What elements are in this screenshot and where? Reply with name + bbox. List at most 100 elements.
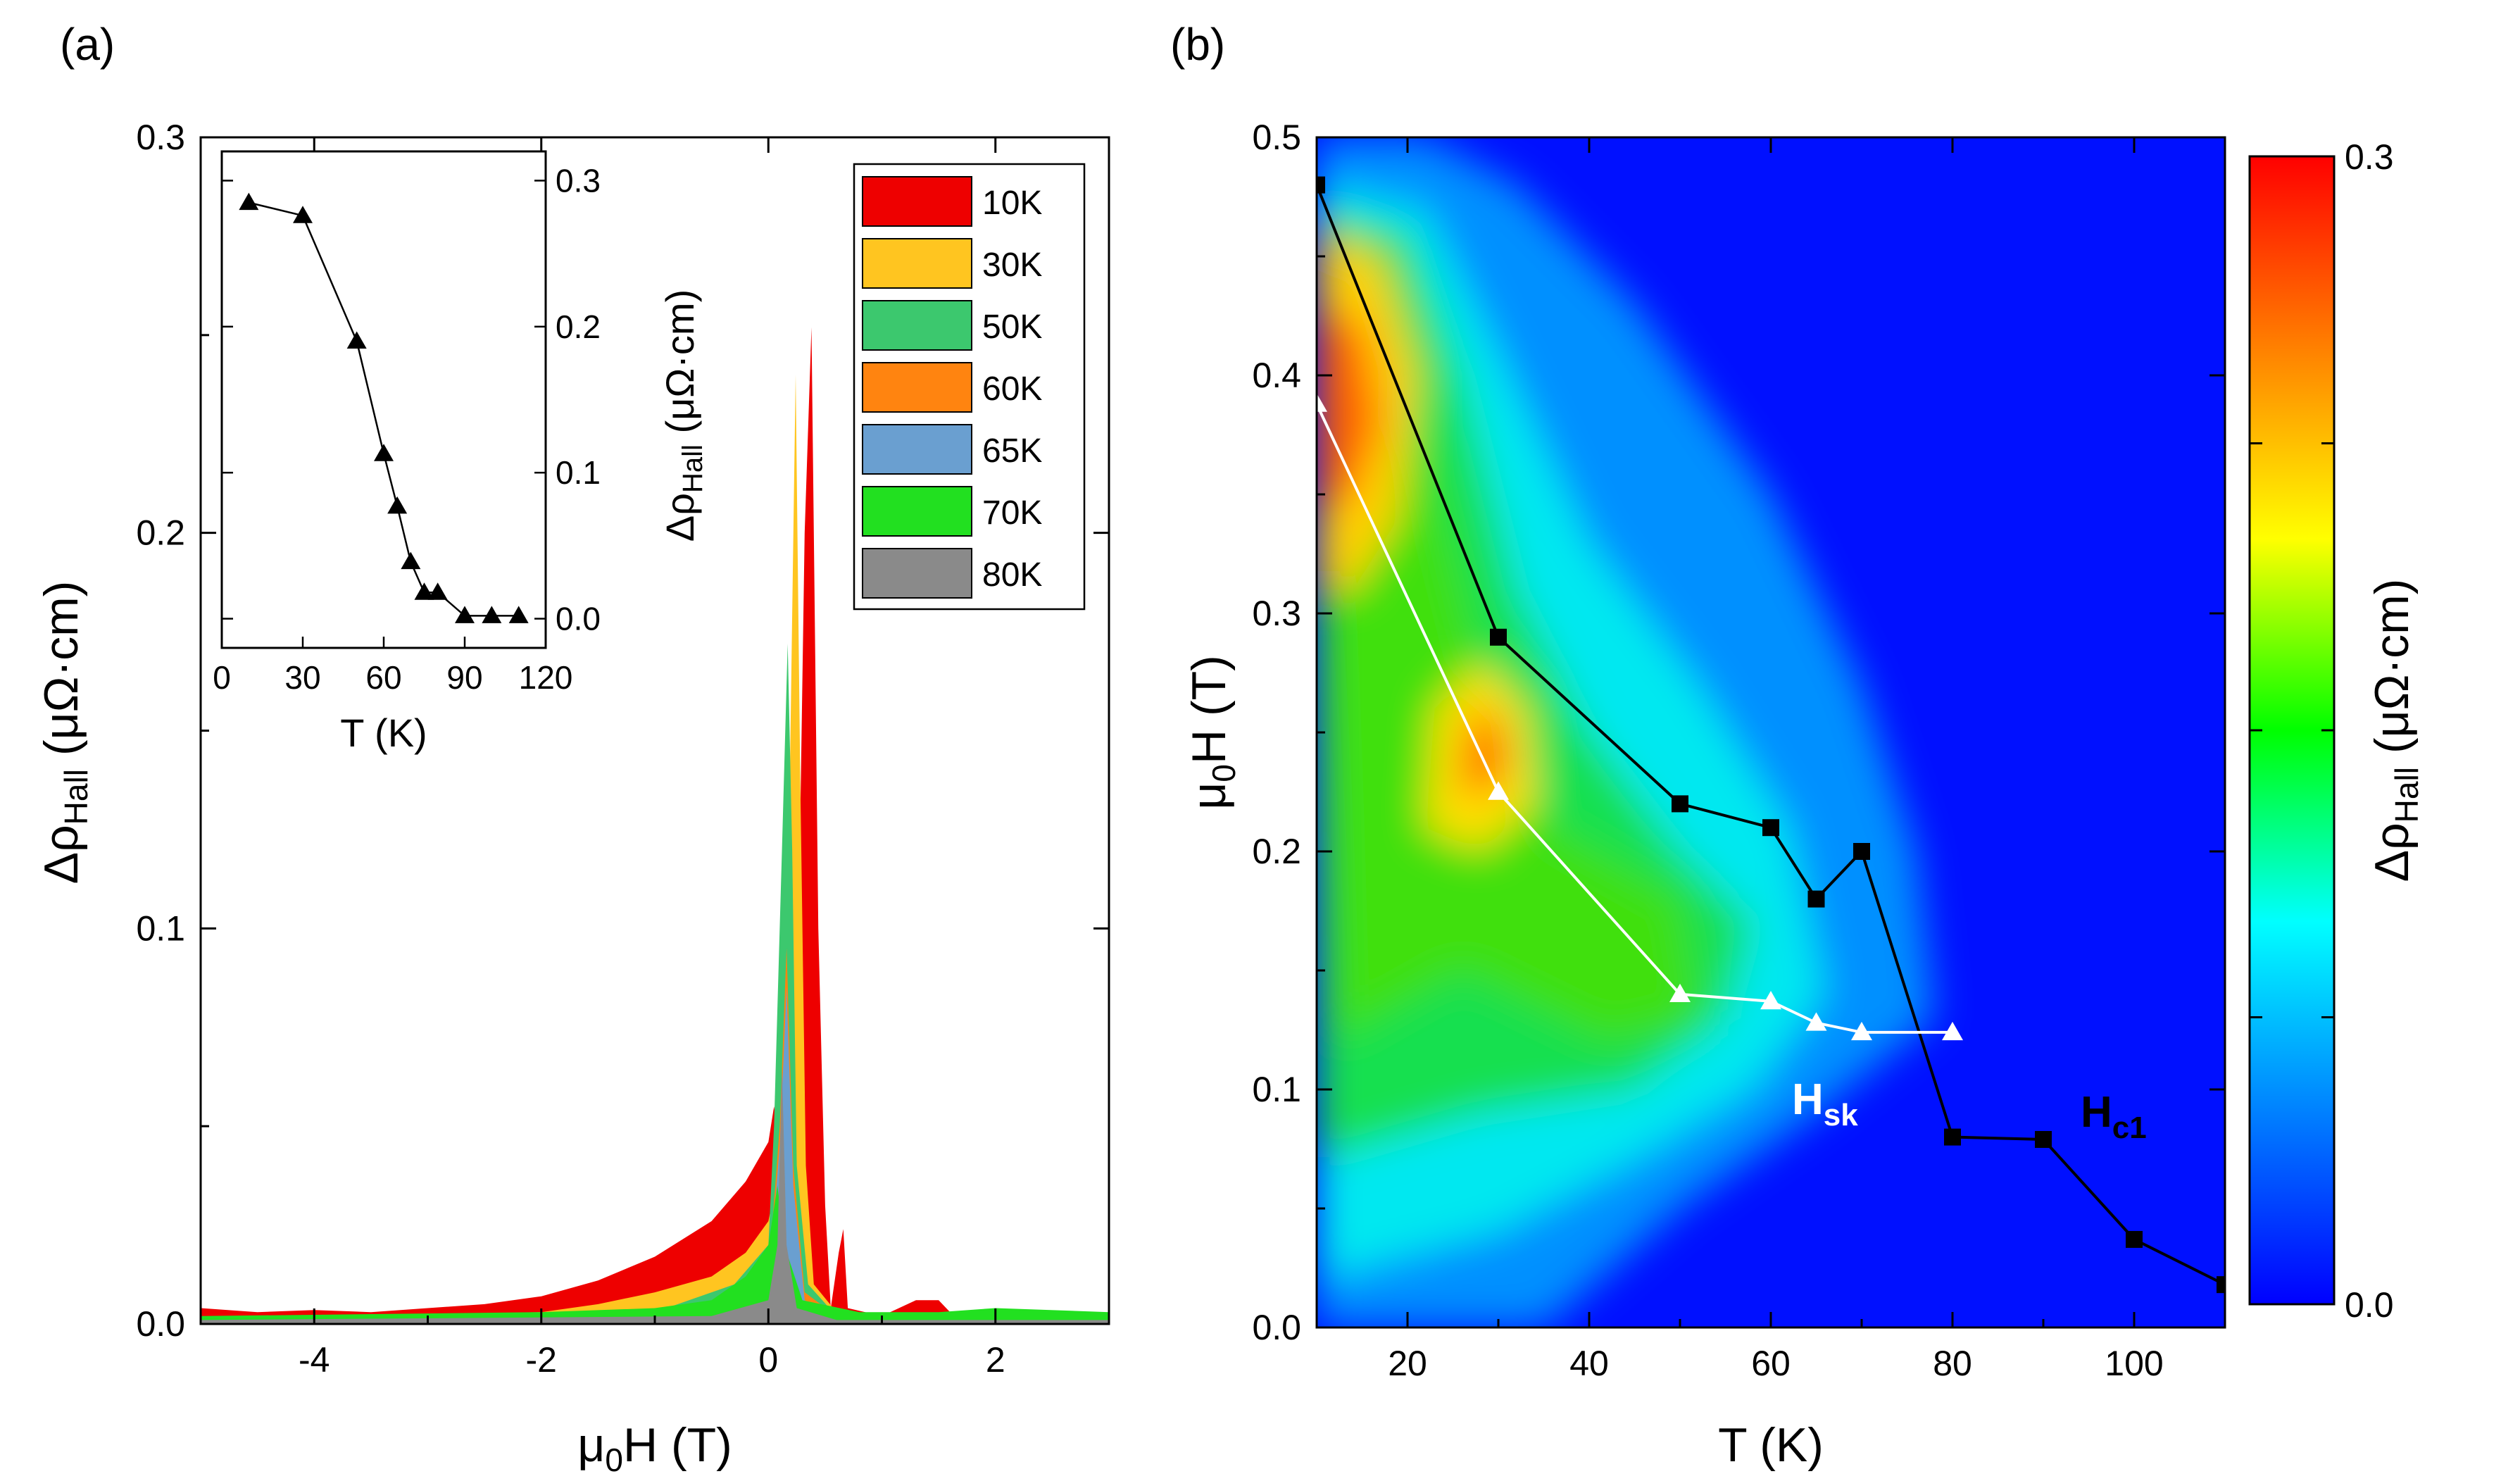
point-Hsk (1317, 393, 1327, 412)
panel-a-ytick-label: 0.2 (136, 513, 185, 553)
panel-b-label: (b) (1170, 19, 1225, 70)
inset-point (427, 582, 448, 600)
legend-swatch-80K (862, 548, 972, 599)
panel-a-xtick-label: 2 (986, 1340, 1005, 1380)
panel-a-plot-area (201, 327, 1109, 1324)
point-Hsk (1488, 781, 1509, 800)
inset-point (508, 606, 529, 623)
point-Hc1 (2126, 1230, 2143, 1248)
inset-xtick-label: 60 (365, 659, 401, 696)
legend-swatch-10K (862, 176, 972, 227)
inset-plot-area (239, 192, 529, 623)
legend-label-10K: 10K (982, 185, 1042, 222)
point-Hsk (1760, 990, 1781, 1010)
inset-xtick-label: 90 (446, 659, 482, 696)
series-line-Hc1 (1317, 184, 2225, 1286)
panel-b-xtick-label: 80 (1933, 1344, 1972, 1383)
panel-a: -4 -2 0 2 0.0 0.1 0.2 0.3 μ0H (T) ΔρHall (μΩ·cm… (35, 118, 1110, 1478)
inset-xlabel-unit: (K) (375, 711, 427, 755)
colorbar: 0.3 0.0 ΔρHall (μΩ·cm) (2248, 137, 2425, 1325)
panel-a-xlabel-unit: (T) (671, 1418, 732, 1472)
point-Hc1 (1807, 890, 1825, 908)
inset-ticks: 0 30 60 90 120 0.0 0.1 0.2 0.3 (213, 162, 601, 696)
panel-b-xlabel: T (K) (1718, 1418, 1824, 1472)
legend-swatch-50K (862, 300, 972, 351)
panel-a-xtick-label: -4 (299, 1340, 330, 1380)
panel-a-legend: 10K 30K 50K 60K 65K 70K 80K (853, 163, 1086, 611)
panel-a-xlabel: μ0H (T) (577, 1418, 732, 1478)
inset-point (401, 551, 421, 570)
legend-label-80K: 80K (982, 556, 1042, 594)
inset-point (239, 192, 259, 211)
panel-a-ylabel-unit: (μΩ·cm) (35, 581, 88, 756)
panel-b-xtick-label: 40 (1569, 1344, 1609, 1383)
point-Hc1 (2217, 1276, 2225, 1294)
panel-b-ylabel-unit: (T) (1182, 655, 1236, 716)
panel-a-label: (a) (60, 19, 115, 70)
legend-label-70K: 70K (982, 494, 1042, 532)
panel-a-xtick-label: -2 (526, 1340, 557, 1380)
legend-swatch-30K (862, 238, 972, 289)
inset-point (455, 606, 475, 623)
legend-label-30K: 30K (982, 246, 1042, 284)
panel-b-ytick-label: 0.5 (1252, 118, 1301, 157)
inset-ytick-label: 0.3 (556, 162, 601, 199)
inset-point (293, 206, 313, 223)
panel-a-ytick-label: 0.1 (136, 908, 185, 948)
inset-ytick-label: 0.1 (556, 454, 601, 491)
panel-b-ytick-label: 0.0 (1252, 1308, 1301, 1347)
inset-point (414, 582, 434, 600)
inset-point (374, 444, 394, 461)
panel-a-ytick-label: 0.0 (136, 1304, 185, 1344)
panel-b-ytick-label: 0.1 (1252, 1070, 1301, 1109)
point-Hc1 (1317, 176, 1325, 194)
colorbar-tick-label-bottom: 0.0 (2345, 1285, 2394, 1325)
legend-label-60K: 60K (982, 370, 1042, 408)
heat-region-bright-green (1317, 304, 1698, 1042)
point-Hsk (1851, 1021, 1872, 1041)
point-Hc1 (2035, 1130, 2052, 1148)
inset-xlabel: T (K) (340, 711, 427, 755)
panel-a-ticks: -4 -2 0 2 0.0 0.1 0.2 0.3 (136, 118, 1110, 1380)
legend-swatch-65K (862, 424, 972, 475)
inset-point (387, 496, 408, 514)
inset-ylabel-unit: (μΩ·cm) (658, 289, 702, 434)
inset-xtick-label: 120 (519, 659, 573, 696)
panel-b-ticks: 20 40 60 80 100 0.0 0.1 0.2 0.3 0.4 0.5 (1252, 118, 2226, 1383)
point-Hsk (1805, 1012, 1827, 1031)
legend-label-50K: 50K (982, 308, 1042, 346)
point-Hc1 (1490, 628, 1507, 646)
inset-ytick-label: 0.2 (556, 308, 601, 345)
area-series-70K (201, 1185, 1109, 1324)
panel-a-xlabel-sub: 0 (605, 1442, 623, 1478)
colorbar-gradient (2248, 155, 2336, 1306)
colorbar-ticks (2250, 155, 2334, 1306)
panel-b: 20 40 60 80 100 0.0 0.1 0.2 0.3 0.4 0.5 Hsk Hc1 T … (1182, 118, 2425, 1472)
inset-ylabel: ΔρHall (μΩ·cm) (658, 289, 708, 542)
colorbar-tick-label-top: 0.3 (2345, 137, 2394, 177)
colorbar-label: ΔρHall (μΩ·cm) (2365, 579, 2425, 882)
point-Hsk (1942, 1021, 1963, 1041)
inset-point (346, 331, 367, 349)
panel-a-xtick-label: 0 (758, 1340, 778, 1380)
point-Hc1 (1762, 819, 1779, 837)
heat-region-orange-mid (1462, 708, 1507, 792)
hsk-curve-label: Hsk (1792, 1075, 1858, 1132)
panel-b-ylabel-sub: 0 (1205, 764, 1242, 782)
panel-a-inset: 0 30 60 90 120 0.0 0.1 0.2 0.3 T (K) ΔρHall (μΩ·… (213, 150, 708, 755)
area-series-50K (201, 643, 1109, 1324)
inset-xtick-label: 30 (284, 659, 320, 696)
panel-b-ytick-label: 0.2 (1252, 832, 1301, 871)
panel-b-xlabel-unit: (K) (1760, 1418, 1824, 1472)
point-Hsk (1669, 983, 1691, 1003)
colorbar-label-sub: Hall (2388, 767, 2425, 823)
hc1-curve-label: Hc1 (2081, 1088, 2147, 1145)
panel-a-ytick-label: 0.3 (136, 118, 185, 157)
colorbar-label-unit: (μΩ·cm) (2365, 579, 2419, 754)
panel-b-series (1317, 176, 2225, 1294)
inset-xtick-label: 0 (213, 659, 231, 696)
point-Hc1 (1672, 795, 1688, 813)
panel-a-ylabel: ΔρHall (μΩ·cm) (35, 581, 94, 885)
panel-b-ytick-label: 0.3 (1252, 594, 1301, 633)
point-Hc1 (1853, 843, 1870, 860)
